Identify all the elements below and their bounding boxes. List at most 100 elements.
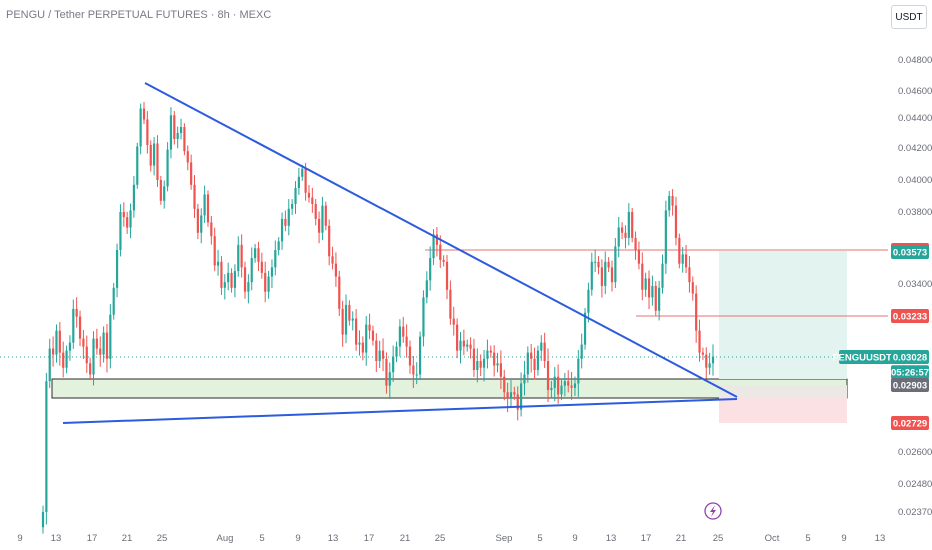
candle-body [452,318,455,325]
candle-body [641,263,644,290]
candle-body [668,196,671,211]
x-tick-label: 13 [875,533,886,544]
descending-trendline[interactable] [144,82,738,398]
y-tick-label: 0.04600 [898,86,932,97]
stop-loss-zone[interactable] [719,398,847,423]
candle-body [435,234,439,245]
candle-body [412,365,415,375]
candle-body [698,330,701,353]
x-tick-label: 9 [295,533,300,544]
candle-body [594,261,597,263]
candle-body [445,261,449,290]
candle-body [274,250,277,268]
candle-body [250,258,253,283]
candle-body [684,254,688,268]
price-tag-label: 05:26:57 [891,368,929,379]
candle-body [92,338,95,375]
x-axis: 9 13 17 21 25 Aug 5 9 13 17 21 25 Sep 5 9 13 17 21 25 Oct 5 9… [17,533,885,544]
x-tick-label: 13 [328,533,339,544]
x-tick-label: 13 [606,533,617,544]
candle-body [119,212,122,250]
target-zone[interactable] [719,251,847,379]
x-tick-label: 5 [259,533,264,544]
candle-body [392,356,395,373]
candle-body [442,259,445,262]
candle-body [627,212,630,238]
candle-body [607,261,610,268]
candle-body [546,361,550,391]
candle-body [378,350,381,362]
x-tick-label: Oct [765,533,780,544]
candle-body [179,127,183,133]
candle-body [52,348,55,355]
candle-body [237,244,240,272]
candle-body [664,210,667,264]
y-axis: 0.04800 0.04600 0.04400 0.04200 0.04000 0.038… [898,55,932,518]
candle-body [489,350,492,353]
candle-body [644,278,647,290]
candle-body [240,244,243,268]
candle-body [270,267,274,277]
candle-body [462,340,465,347]
candle-body [186,151,189,163]
candle-body [654,285,657,311]
candle-body [469,344,472,349]
candle-body [95,338,98,349]
candle-body [590,261,593,290]
candle-body [415,374,418,376]
entry-zone[interactable] [719,385,847,398]
ascending-trendline[interactable] [62,398,738,424]
candle-body [220,261,223,288]
candle-body [82,338,85,347]
candle-body [163,186,166,201]
candle-body [200,215,203,233]
candle-body [647,278,651,298]
candle-body [328,225,331,257]
candle-body [456,324,459,351]
candle-body [459,340,462,351]
candle-body [280,218,284,242]
price-tag [891,416,929,430]
candle-body [550,387,553,391]
candle-body [311,197,314,204]
x-tick-label: 25 [713,533,724,544]
candle-body [247,282,250,292]
candle-body [149,145,152,166]
candle-body [381,350,385,359]
candle-body [493,352,496,366]
candle-body [482,358,486,368]
x-tick-label: 21 [122,533,133,544]
candle-body [109,314,112,359]
candle-body [624,232,627,238]
candle-body [230,272,233,288]
candle-body [243,267,247,292]
candle-body [136,146,139,185]
candle-body [203,194,206,216]
price-tag [891,309,929,323]
currency-selector-button[interactable]: USDT [891,5,927,29]
candle-body [139,108,142,147]
candle-body [99,348,102,355]
price-tag [891,378,929,392]
price-tag-label: 0.02903 [893,381,927,392]
candle-body [365,324,368,353]
candle-body [314,204,317,219]
candle-body [479,361,482,368]
candle-body [291,204,294,209]
candle-body [503,376,506,393]
candle-body [425,280,428,298]
lightning-icon[interactable] [704,502,722,520]
candle-body [183,127,186,152]
candle-body [193,184,196,209]
candle-body [324,205,327,226]
x-tick-label: Aug [217,533,234,544]
candle-body [361,342,364,353]
price-labels: 0.035800.035730.03233PENGUUSDT.P0.030280… [832,243,929,430]
candle-body [439,244,442,260]
candle-body [129,210,132,228]
y-tick-label: 0.04200 [898,143,932,154]
x-tick-label: 17 [641,533,652,544]
candle-body [540,342,543,351]
price-tag-label: 0.03573 [893,248,927,259]
